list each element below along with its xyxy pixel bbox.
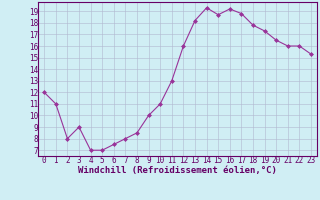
X-axis label: Windchill (Refroidissement éolien,°C): Windchill (Refroidissement éolien,°C) [78,166,277,175]
